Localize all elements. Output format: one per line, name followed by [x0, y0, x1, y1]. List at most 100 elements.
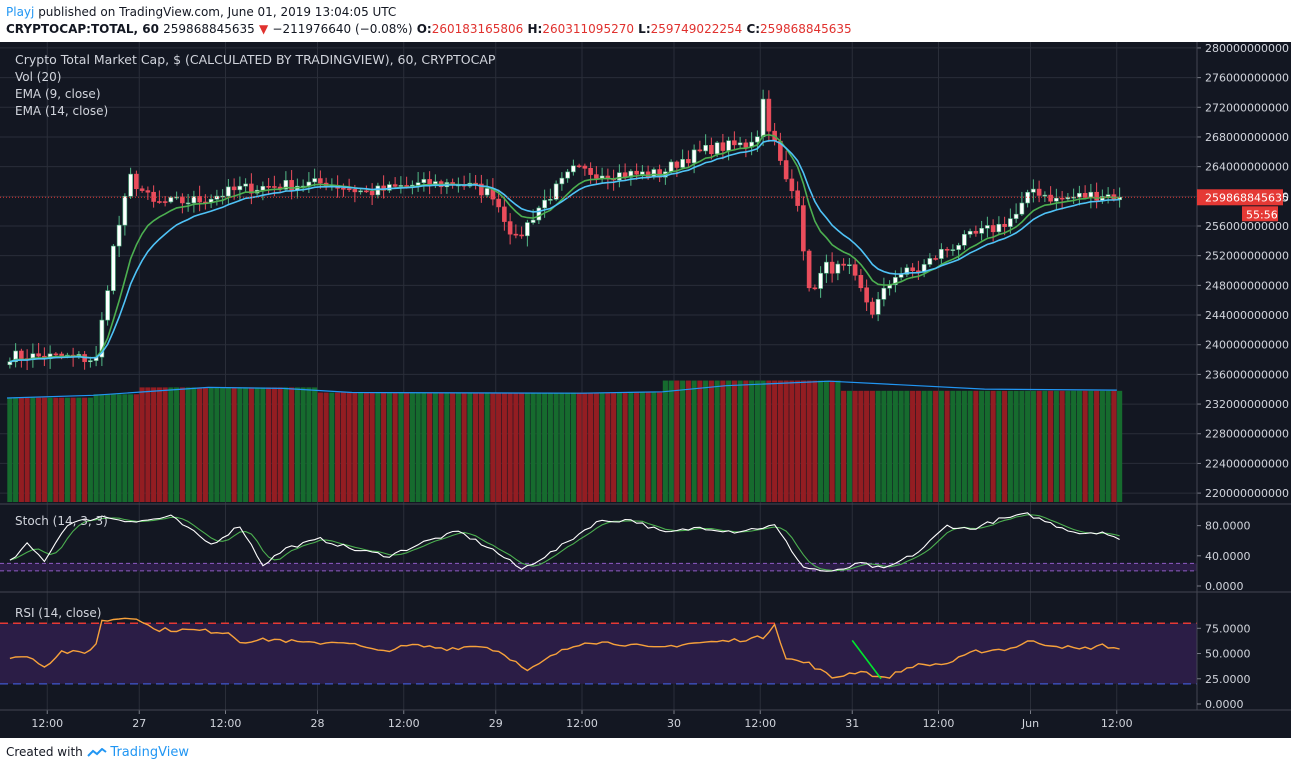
candle-down [272, 186, 277, 188]
volume-bar [461, 392, 467, 502]
volume-bar [156, 387, 162, 502]
author-link[interactable]: Playj [6, 5, 35, 19]
time-tick-label: 12:00 [210, 717, 242, 730]
candle-down [369, 190, 375, 196]
price-chart[interactable]: 280000000000 276000000000 272000000000 2680… [0, 42, 1291, 738]
legend-title: Crypto Total Market Cap, $ (CALCULATED B… [15, 52, 496, 67]
volume-bar [703, 380, 709, 502]
volume-bar [1036, 390, 1042, 502]
volume-bar [363, 392, 369, 502]
volume-bar [501, 392, 507, 502]
candle-down [19, 350, 24, 359]
volume-bar [93, 394, 99, 502]
volume-bar [375, 392, 381, 502]
candle-up [847, 264, 852, 266]
candle-up [168, 197, 174, 203]
candle-down [801, 205, 806, 252]
candle-up [760, 98, 766, 138]
volume-bar [1013, 390, 1019, 502]
volume-bar [904, 390, 910, 502]
volume-bar [76, 397, 82, 502]
candle-down [1002, 223, 1007, 227]
volume-bar [668, 380, 674, 502]
rsi-tick-label: 75.0000 [1205, 622, 1251, 635]
volume-bars [7, 380, 1123, 502]
volume-bar [47, 397, 53, 502]
candle-down [519, 234, 524, 237]
stoch-band [0, 563, 1197, 571]
candle-down [910, 267, 915, 272]
volume-bar [731, 380, 737, 502]
candle-up [640, 171, 645, 175]
stoch-tick-label: 80.0000 [1205, 520, 1251, 533]
volume-bar [105, 394, 111, 502]
candle-up [1031, 188, 1036, 193]
candle-up [985, 225, 990, 229]
publish-line: Playj published on TradingView.com, June… [6, 5, 396, 19]
legend-vol: Vol (20) [15, 70, 61, 84]
time-tick-label: 12:00 [31, 717, 63, 730]
volume-bar [685, 380, 691, 502]
candle-down [318, 178, 323, 184]
candle-down [352, 189, 358, 193]
volume-bar [570, 392, 576, 502]
volume-bar [852, 390, 858, 502]
volume-bar [329, 392, 335, 502]
volume-bar [381, 392, 387, 502]
volume-bar [243, 387, 249, 502]
volume-bar [881, 390, 887, 502]
volume-bar [973, 390, 979, 502]
volume-bar [829, 380, 835, 502]
candle-down [582, 165, 588, 169]
countdown-tag [1242, 206, 1278, 222]
volume-bar [438, 392, 444, 502]
candle-up [421, 179, 427, 183]
volume-bar [18, 397, 24, 502]
volume-bar [41, 397, 47, 502]
volume-bar [1105, 390, 1111, 502]
candle-down [479, 183, 484, 196]
volume-bar [450, 392, 456, 502]
volume-bar [128, 394, 134, 502]
volume-bar [898, 390, 904, 502]
last-price-tag-label: 259868845635 [1205, 191, 1289, 204]
volume-bar [996, 390, 1002, 502]
volume-bar [760, 380, 766, 502]
time-tick-label: 12:00 [388, 717, 420, 730]
volume-bar [168, 387, 174, 502]
volume-bar [1030, 390, 1036, 502]
volume-bar [887, 390, 893, 502]
candle-up [904, 267, 910, 275]
volume-bar [231, 387, 237, 502]
volume-bar [657, 392, 663, 502]
candle-down [134, 173, 139, 190]
volume-bar [427, 392, 433, 502]
volume-bar [13, 397, 19, 502]
candle-up [956, 244, 961, 250]
volume-bar [651, 392, 657, 502]
volume-bar [409, 392, 415, 502]
candle-up [835, 263, 841, 274]
axes: 280000000000 276000000000 272000000000 2680… [0, 42, 1291, 730]
time-tick-label: Jun [1021, 717, 1039, 730]
volume-bar [70, 397, 76, 502]
volume-bar [289, 387, 295, 502]
candle-down [933, 258, 938, 260]
tradingview-brand[interactable]: TradingView [110, 745, 189, 760]
countdown-tag-label: 55:56 [1246, 208, 1278, 221]
candle-down [789, 178, 795, 192]
volume-bar [680, 380, 686, 502]
volume-bar [674, 380, 680, 502]
price-tick-label: 244000000000 [1205, 309, 1289, 322]
ohlc-high-label: H: [527, 22, 543, 36]
volume-bar [386, 392, 392, 502]
volume-bar [179, 387, 185, 502]
volume-bar [369, 392, 375, 502]
volume-bar [398, 392, 404, 502]
candle-up [1077, 192, 1082, 198]
candle-up [818, 272, 823, 289]
volume-bar [266, 387, 272, 502]
volume-bar [225, 387, 231, 502]
volume-bar [823, 380, 829, 502]
candle-down [720, 142, 726, 151]
